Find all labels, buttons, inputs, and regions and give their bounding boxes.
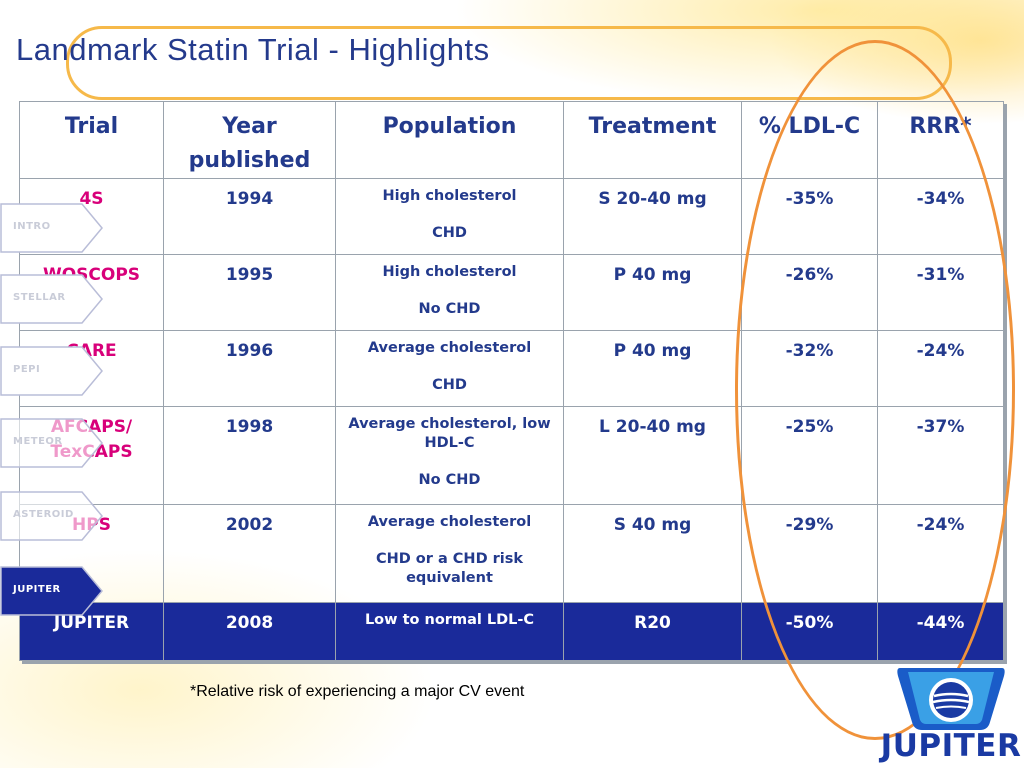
year-published: 2008	[163, 602, 336, 661]
nav-item-pepi[interactable]: PEPI	[0, 346, 104, 396]
year-published: 2002	[163, 504, 336, 603]
rrr-value: -34%	[877, 178, 1004, 255]
nav-item-meteor[interactable]: METEOR	[0, 418, 104, 468]
nav-item-label: STELLAR	[13, 292, 66, 303]
header-trial: Trial	[19, 101, 164, 179]
nav-item-label: ASTEROID	[13, 509, 74, 520]
header-year: Year published	[163, 101, 336, 179]
population: Average cholesterol CHD or a CHD risk equ…	[335, 504, 564, 603]
population-line: Average cholesterol, low HDL-C	[348, 416, 551, 451]
population-line: CHD	[432, 225, 467, 241]
nav-item-stellar[interactable]: STELLAR	[0, 274, 104, 324]
treatment: P 40 mg	[563, 254, 742, 331]
rrr-value: -31%	[877, 254, 1004, 331]
jupiter-logo: JUPITER	[878, 664, 1024, 768]
ldl-change: -26%	[741, 254, 878, 331]
table-row: CARE 1996 Average cholesterol CHD P 40 mg…	[19, 330, 1004, 407]
population: Average cholesterol CHD	[335, 330, 564, 407]
rrr-value: -24%	[877, 330, 1004, 407]
population-line: High cholesterol	[382, 188, 517, 204]
table-header-row: Trial Year published Population Treatmen…	[19, 101, 1004, 179]
trial-table-container: Trial Year published Population Treatmen…	[19, 101, 1004, 661]
table-row: AFCAPS/ TexCAPS 1998 Average cholesterol…	[19, 406, 1004, 505]
nav-item-intro[interactable]: INTRO	[0, 203, 104, 253]
population-line: High cholesterol	[382, 264, 517, 280]
year-published: 1995	[163, 254, 336, 331]
ldl-change: -50%	[741, 602, 878, 661]
ldl-change: -25%	[741, 406, 878, 505]
rrr-value: -44%	[877, 602, 1004, 661]
nav-item-label: JUPITER	[13, 584, 61, 595]
trial-name: JUPITER	[19, 602, 164, 661]
nav-item-label: PEPI	[13, 364, 41, 375]
population-line: Average cholesterol	[367, 340, 532, 356]
treatment: P 40 mg	[563, 330, 742, 407]
nav-item-asteroid[interactable]: ASTEROID	[0, 491, 104, 541]
trial-table: Trial Year published Population Treatmen…	[19, 101, 1004, 661]
ldl-change: -35%	[741, 178, 878, 255]
treatment: R20	[563, 602, 742, 661]
header-rrr: RRR*	[877, 101, 1004, 179]
footnote: *Relative risk of experiencing a major C…	[190, 683, 525, 700]
population: High cholesterol No CHD	[335, 254, 564, 331]
table-row: WOSCOPS 1995 High cholesterol No CHD P 40…	[19, 254, 1004, 331]
arrow-tab-icon	[0, 491, 103, 541]
year-published: 1994	[163, 178, 336, 255]
ldl-change: -32%	[741, 330, 878, 407]
population: High cholesterol CHD	[335, 178, 564, 255]
year-published: 1998	[163, 406, 336, 505]
logo-text: JUPITER	[880, 728, 1022, 764]
arrow-tab-icon	[0, 418, 103, 468]
arrow-tab-icon	[0, 274, 103, 324]
table-row: 4S 1994 High cholesterol CHD S 20-40 mg -…	[19, 178, 1004, 255]
population-line: Low to normal LDL-C	[364, 612, 535, 628]
nav-item-label: METEOR	[13, 436, 63, 447]
population-line: CHD	[432, 377, 467, 393]
population-line: No CHD	[418, 301, 481, 317]
treatment: S 20-40 mg	[563, 178, 742, 255]
header-treatment: Treatment	[563, 101, 742, 179]
title-frame	[66, 26, 952, 100]
header-ldl: % LDL-C	[741, 101, 878, 179]
header-population: Population	[335, 101, 564, 179]
year-published: 1996	[163, 330, 336, 407]
rrr-value: -24%	[877, 504, 1004, 603]
arrow-tab-icon	[0, 566, 103, 616]
rrr-value: -37%	[877, 406, 1004, 505]
population-line: CHD or a CHD risk equivalent	[375, 551, 524, 586]
slide-title: Landmark Statin Trial - Highlights	[16, 32, 490, 67]
jupiter-planet-icon	[897, 668, 1005, 730]
ldl-change: -29%	[741, 504, 878, 603]
treatment: L 20-40 mg	[563, 406, 742, 505]
table-row-highlighted: JUPITER 2008 Low to normal LDL-C R20 -50…	[19, 602, 1004, 661]
population-line: No CHD	[418, 472, 481, 488]
arrow-tab-icon	[0, 346, 103, 396]
population-line: Average cholesterol	[367, 514, 532, 530]
population: Low to normal LDL-C	[335, 602, 564, 661]
treatment: S 40 mg	[563, 504, 742, 603]
nav-item-jupiter[interactable]: JUPITER	[0, 566, 104, 616]
arrow-tab-icon	[0, 203, 103, 253]
population: Average cholesterol, low HDL-C No CHD	[335, 406, 564, 505]
nav-item-label: INTRO	[13, 221, 51, 232]
